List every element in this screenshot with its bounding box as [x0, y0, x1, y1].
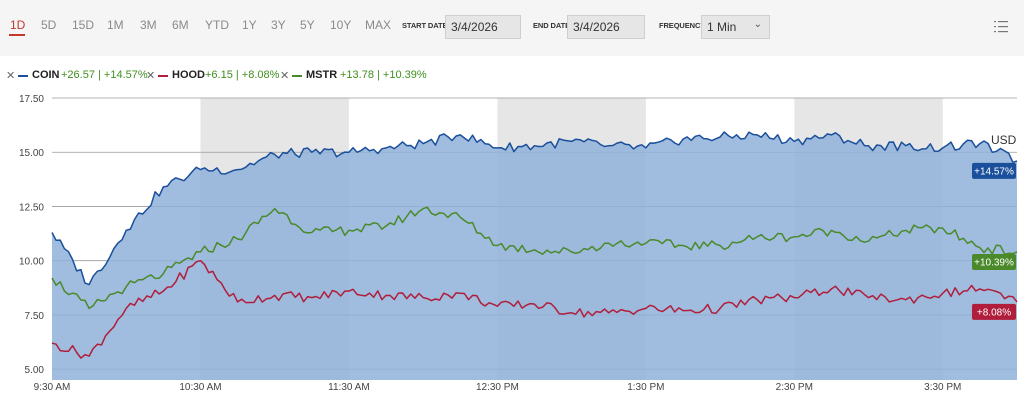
x-tick-label: 3:30 PM	[924, 382, 961, 393]
legend-symbol-coin: COIN	[32, 69, 60, 81]
y-tick-label: 12.50	[19, 202, 44, 213]
frequency-label: FREQUENCY	[659, 21, 706, 30]
frequency-value: 1 Min	[707, 20, 737, 34]
end-date-value: 3/4/2026	[573, 20, 620, 34]
range-ytd[interactable]: YTD	[205, 18, 229, 32]
close-icon[interactable]: ✕	[280, 70, 290, 82]
close-icon[interactable]: ✕	[146, 70, 156, 82]
y-tick-label: 15.00	[19, 148, 44, 159]
legend-symbol-hood: HOOD	[172, 69, 205, 81]
y-tick-label: 17.50	[19, 94, 44, 105]
x-tick-label: 2:30 PM	[776, 382, 813, 393]
line-mstr	[51, 206, 1018, 310]
line-hood	[51, 259, 1018, 359]
x-tick-label: 12:30 PM	[476, 382, 519, 393]
currency-label: USD	[991, 133, 1017, 147]
legend-stat-hood: +6.15 | +8.08%	[205, 69, 280, 81]
range-3m[interactable]: 3M	[140, 18, 157, 32]
active-range-indicator	[9, 34, 25, 36]
line-coin	[51, 131, 1018, 286]
range-max[interactable]: MAX	[365, 18, 392, 32]
range-5y[interactable]: 5Y	[300, 18, 315, 32]
start-date-field[interactable]: 3/4/2026	[445, 15, 521, 39]
hood-legend-swatch	[158, 75, 168, 77]
chevron-down-icon: ⌄	[753, 19, 762, 30]
y-tick-label: 5.00	[25, 365, 45, 376]
coin-legend-swatch	[18, 75, 28, 77]
close-icon[interactable]: ✕	[6, 70, 16, 82]
end-tag-mstr	[972, 254, 1016, 271]
end-tag-hood	[972, 303, 1016, 320]
range-6m[interactable]: 6M	[172, 18, 189, 32]
end-date-field[interactable]: 3/4/2026	[567, 15, 645, 39]
range-5d[interactable]: 5D	[41, 18, 57, 32]
range-1m[interactable]: 1M	[107, 18, 124, 32]
range-15d[interactable]: 15D	[72, 18, 95, 32]
area-coin	[52, 132, 1017, 380]
chart-legend: ✕ COIN +26.57 | +14.57% ✕ HOOD +6.15 | +…	[0, 64, 1024, 147]
y-tick-label: 10.00	[19, 257, 44, 268]
price-chart: 17.50 15.00 12.50 10.00 7.50 5.00 9:30 AM 10:3…	[19, 94, 1018, 393]
range-1d[interactable]: 1D	[10, 18, 26, 32]
end-tag-label: +10.39%	[974, 258, 1014, 269]
y-tick-label: 7.50	[25, 311, 45, 322]
x-tick-label: 9:30 AM	[34, 382, 71, 393]
range-3y[interactable]: 3Y	[271, 18, 286, 32]
legend-symbol-mstr: MSTR	[306, 69, 338, 81]
range-10y[interactable]: 10Y	[330, 18, 352, 32]
range-1y[interactable]: 1Y	[242, 18, 257, 32]
mstr-legend-swatch	[292, 75, 302, 77]
legend-stat-mstr: +13.78 | +10.39%	[340, 69, 427, 81]
start-date-value: 3/4/2026	[451, 20, 498, 34]
end-date-label: END DATE	[533, 21, 570, 30]
end-tag-coin	[972, 162, 1016, 179]
list-menu-icon[interactable]	[994, 20, 1008, 34]
x-tick-label: 11:30 AM	[328, 382, 370, 393]
start-date-label: START DATE	[402, 21, 448, 30]
end-tag-label: +14.57%	[974, 166, 1014, 177]
frequency-select[interactable]: 1 Min ⌄	[701, 15, 770, 39]
x-tick-label: 1:30 PM	[627, 382, 664, 393]
end-tag-label: +8.08%	[977, 307, 1011, 318]
x-tick-label: 10:30 AM	[179, 382, 221, 393]
legend-stat-coin: +26.57 | +14.57%	[61, 69, 148, 81]
chart-toolbar: 1D 5D 15D 1M 3M 6M YTD 1Y 3Y 5Y 10Y MAX …	[0, 0, 1024, 56]
